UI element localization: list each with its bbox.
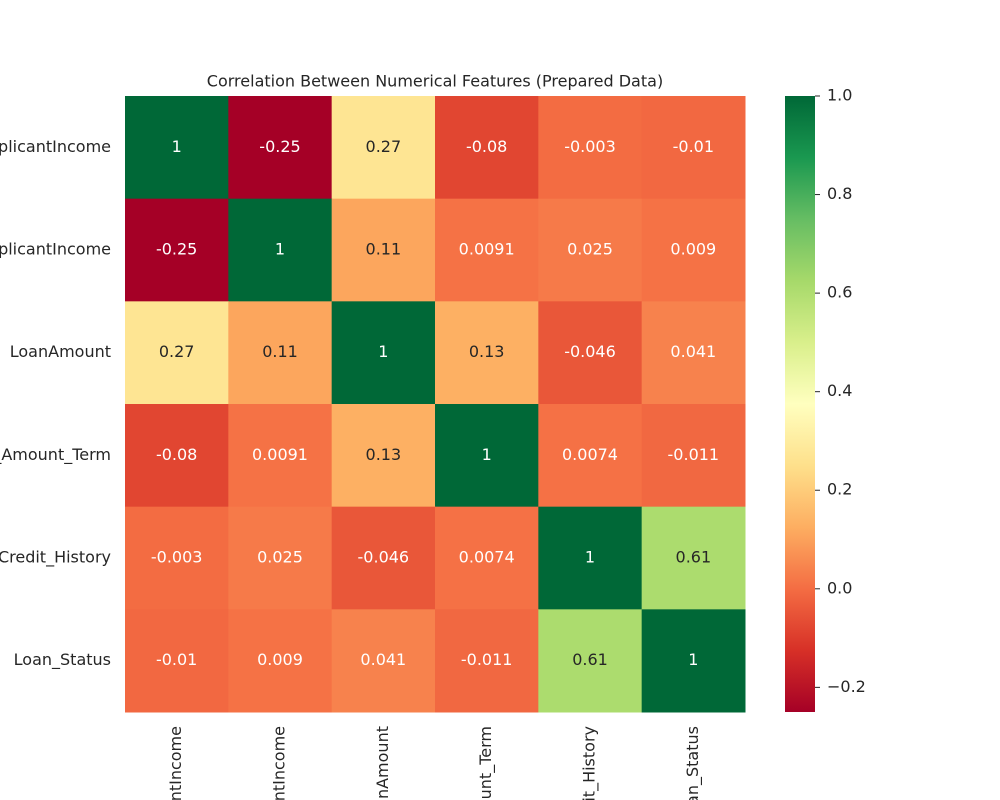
heatmap-cell: [435, 198, 539, 302]
cell-label: 0.0091: [252, 445, 308, 464]
heatmap-cell: [228, 198, 333, 302]
heatmap-cell: [538, 506, 643, 610]
cell-label: -0.011: [668, 445, 720, 464]
colorbar: [785, 96, 815, 712]
heatmap-cell: [641, 198, 746, 302]
cell-label: 0.025: [257, 548, 303, 567]
cell-label: -0.003: [564, 137, 616, 156]
cell-label: 1: [172, 137, 182, 156]
cell-label: 0.11: [262, 342, 298, 361]
cell-label: 0.27: [159, 342, 195, 361]
cell-label: 0.61: [676, 548, 712, 567]
cell-label: 0.11: [366, 240, 402, 259]
cell-label: 1: [585, 548, 595, 567]
cell-label: 0.009: [257, 650, 303, 669]
heatmap-cell: [435, 404, 539, 508]
cell-label: 1: [378, 342, 388, 361]
cell-label: 0.025: [567, 240, 613, 259]
cell-label: -0.046: [564, 342, 616, 361]
heatmap-cell: [228, 301, 333, 405]
heatmap-cell: [538, 609, 643, 713]
cell-label: -0.003: [151, 548, 203, 567]
y-tick-label: Loan_Status: [14, 650, 111, 670]
heatmap-cell: [228, 506, 333, 610]
chart-title: Correlation Between Numerical Features (…: [207, 72, 663, 91]
heatmap-cell: [538, 301, 643, 405]
heatmap-cell: [228, 609, 333, 713]
cell-label: -0.08: [156, 445, 197, 464]
cell-label: 1: [688, 650, 698, 669]
heatmap-cell: [641, 404, 746, 508]
y-tick-label: Loan_Amount_Term: [0, 445, 111, 465]
cell-label: -0.25: [259, 137, 300, 156]
colorbar-tick-label: 0.2: [827, 480, 852, 499]
heatmap-cell: [228, 96, 333, 200]
cell-label: -0.01: [673, 137, 714, 156]
heatmap-cell: [435, 96, 539, 200]
heatmap-cell: [125, 506, 229, 610]
y-tick-label: Credit_History: [0, 548, 111, 568]
heatmap-cell: [331, 506, 436, 610]
cell-label: 0.041: [670, 342, 716, 361]
y-tick-label: CoapplicantIncome: [0, 240, 111, 259]
cell-label: 0.27: [366, 137, 402, 156]
heatmap-cell: [641, 301, 746, 405]
heatmap-cell: [125, 301, 229, 405]
cell-label: -0.25: [156, 240, 197, 259]
x-tick-label: Credit_History: [580, 726, 600, 800]
cell-label: 1: [482, 445, 492, 464]
cell-label: 0.0091: [459, 240, 515, 259]
cell-label: 0.0074: [459, 548, 515, 567]
heatmap-cell: [331, 96, 436, 200]
cell-label: 0.041: [360, 650, 406, 669]
cell-label: -0.011: [461, 650, 513, 669]
colorbar-tick-label: 0.8: [827, 184, 852, 203]
heatmap-cell: [538, 198, 643, 302]
heatmap-cell: [125, 198, 229, 302]
heatmap-cell: [125, 609, 229, 713]
heatmap-cell: [435, 301, 539, 405]
colorbar-tick-label: 0.4: [827, 381, 852, 400]
heatmap-cell: [228, 404, 333, 508]
heatmap-cell: [538, 404, 643, 508]
x-tick-label: LoanAmount: [373, 726, 392, 800]
cell-label: 0.13: [366, 445, 402, 464]
cell-label: 0.0074: [562, 445, 618, 464]
colorbar-tick-label: 1.0: [827, 86, 852, 105]
cell-label: -0.01: [156, 650, 197, 669]
x-tick-label: Loan_Status: [683, 726, 703, 800]
y-tick-label: ApplicantIncome: [0, 137, 111, 156]
x-tick-label: Loan_Amount_Term: [476, 726, 496, 800]
heatmap-cell: [538, 96, 643, 200]
heatmap-cell: [435, 506, 539, 610]
heatmap-cell: [331, 609, 436, 713]
x-tick-label: ApplicantIncome: [166, 726, 185, 800]
cell-label: -0.046: [358, 548, 410, 567]
heatmap-cell: [331, 404, 436, 508]
heatmap-cell: [641, 96, 746, 200]
cell-label: 0.009: [670, 240, 716, 259]
colorbar-tick-label: −0.2: [827, 677, 866, 696]
heatmap-cell: [331, 198, 436, 302]
y-tick-label: LoanAmount: [10, 342, 111, 361]
heatmap-cell: [125, 404, 229, 508]
heatmap-cell: [641, 506, 746, 610]
x-tick-label: CoapplicantIncome: [270, 726, 289, 800]
heatmap-cell: [125, 96, 229, 200]
heatmap-cell: [435, 609, 539, 713]
cell-label: 1: [275, 240, 285, 259]
cell-label: -0.08: [466, 137, 507, 156]
colorbar-tick-label: 0.0: [827, 578, 852, 597]
cell-label: 0.61: [572, 650, 608, 669]
heatmap-cell: [641, 609, 746, 713]
heatmap-cell: [331, 301, 436, 405]
cell-label: 0.13: [469, 342, 505, 361]
colorbar-tick-label: 0.6: [827, 283, 852, 302]
